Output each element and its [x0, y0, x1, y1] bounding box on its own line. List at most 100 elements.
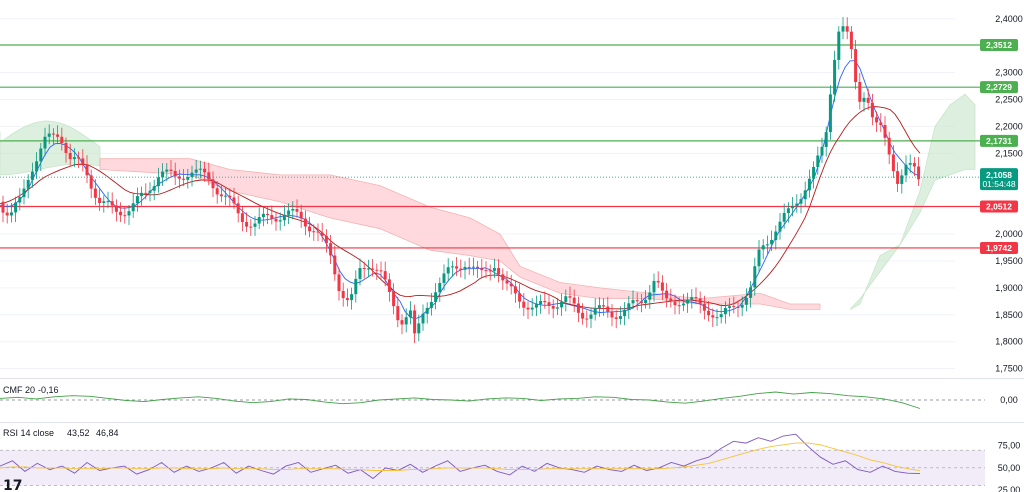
candle [429, 292, 433, 316]
candle-body [434, 292, 438, 302]
candle-body [396, 306, 400, 321]
candle [904, 155, 908, 183]
candle [383, 261, 387, 287]
candle [652, 273, 656, 302]
candles [1, 17, 921, 344]
candle [320, 222, 324, 243]
candle-body [152, 186, 156, 191]
candle [782, 203, 786, 229]
candle [715, 308, 719, 327]
candle-body [232, 197, 236, 204]
candle-body [131, 203, 135, 212]
candle [694, 287, 698, 305]
candle [198, 160, 202, 179]
candle [324, 229, 328, 253]
candle [396, 296, 400, 328]
candle [14, 196, 18, 223]
candle [702, 295, 706, 320]
candle-body [644, 299, 648, 304]
candle [253, 215, 257, 236]
candle-body [618, 316, 622, 319]
candle [350, 287, 354, 310]
candle [261, 206, 265, 227]
candle-body [719, 314, 723, 318]
candle-body [702, 303, 706, 311]
candle-body [480, 268, 484, 271]
candle [900, 169, 904, 194]
candle-body [677, 305, 681, 307]
candle [803, 181, 807, 208]
candle-body [660, 282, 664, 291]
candle-body [194, 169, 198, 173]
candle-body [854, 49, 858, 83]
cloud-bearish [99, 158, 821, 310]
candle-body [324, 235, 328, 244]
candle [366, 259, 370, 278]
candle [912, 156, 916, 177]
candle [837, 26, 841, 70]
candle-body [690, 297, 694, 300]
candle [194, 159, 198, 179]
candle [459, 259, 463, 278]
candle [463, 261, 467, 280]
candle-body [518, 293, 522, 302]
candle [228, 188, 232, 207]
candle-body [656, 280, 660, 283]
candle-body [904, 164, 908, 176]
candle [354, 270, 358, 303]
candle-body [110, 201, 114, 206]
candle-body [631, 300, 635, 304]
candle [249, 219, 253, 236]
candle-body [47, 133, 51, 137]
candle [215, 180, 219, 204]
candle [555, 297, 559, 316]
candle [308, 216, 312, 238]
candle-body [89, 175, 93, 189]
candle [51, 128, 55, 145]
candle [917, 157, 921, 187]
candle-body [812, 167, 816, 179]
candle-body [820, 146, 824, 156]
candle [35, 152, 39, 179]
candle-body [585, 318, 589, 320]
candle-body [102, 201, 106, 203]
candle-body [51, 133, 55, 135]
candle [631, 290, 635, 309]
candle-body [513, 286, 517, 294]
candle [757, 239, 761, 273]
candle [761, 239, 765, 260]
candle [421, 304, 425, 331]
candle-body [807, 178, 811, 191]
candle-body [341, 291, 345, 299]
candle [114, 199, 118, 222]
candle-body [425, 307, 429, 314]
candle [60, 127, 64, 151]
candle [576, 296, 580, 323]
candle [102, 195, 106, 213]
candle-body [35, 161, 39, 172]
candle-body [484, 270, 488, 272]
candle [854, 39, 858, 90]
candle [488, 264, 492, 281]
candle [480, 258, 484, 278]
candle [165, 163, 169, 182]
candle-body [261, 213, 265, 218]
candle [43, 127, 47, 157]
candle [870, 93, 874, 126]
candle [858, 73, 862, 110]
candle [219, 184, 223, 202]
y-tick-label: 2,3000 [995, 68, 1023, 78]
candle [274, 211, 278, 231]
candle-body [207, 172, 211, 180]
candle-body [379, 270, 383, 272]
candle-body [711, 315, 715, 318]
candle [875, 111, 879, 133]
candle-body [22, 188, 26, 198]
candle-body [837, 31, 841, 60]
candle [891, 145, 895, 179]
candle [711, 308, 715, 327]
candle-body [85, 164, 89, 176]
candle [656, 271, 660, 288]
candle-body [879, 122, 883, 126]
